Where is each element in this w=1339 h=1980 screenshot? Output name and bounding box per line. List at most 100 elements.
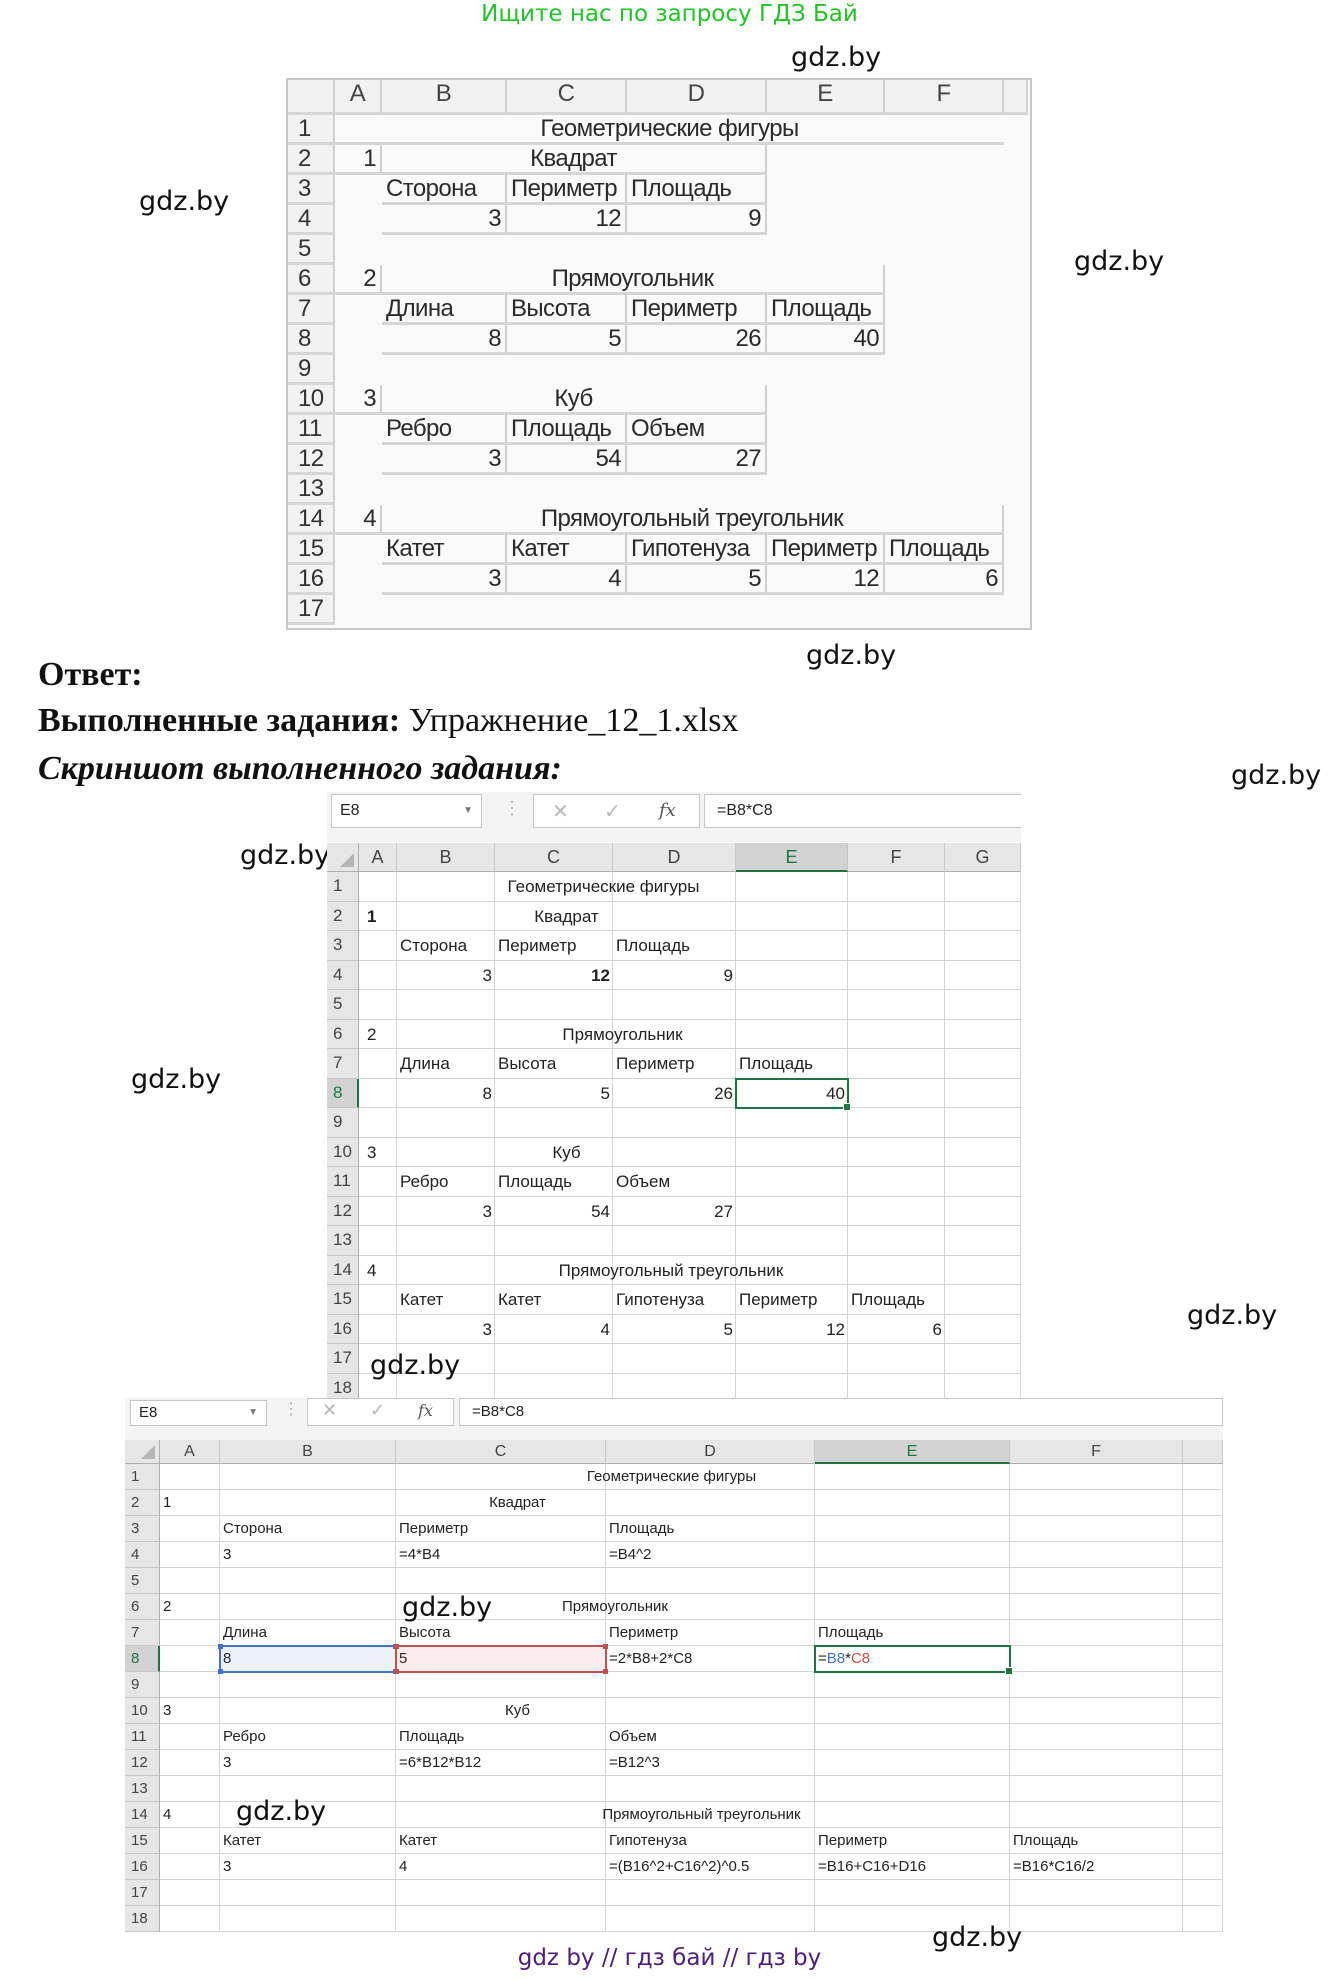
grid-cell[interactable] (359, 931, 397, 961)
cell-c15[interactable]: Катет (498, 1290, 542, 1309)
col-header-c[interactable]: C (495, 843, 613, 872)
grid-cell[interactable] (359, 1078, 397, 1108)
cell-rect[interactable]: Прямоугольник (561, 1598, 668, 1615)
grid-cell[interactable] (815, 1880, 1010, 1906)
row-header[interactable]: 3 (125, 1516, 160, 1542)
insert-function-icon[interactable]: fx (418, 1401, 433, 1420)
grid-cell[interactable] (1183, 1490, 1223, 1516)
grid-cell[interactable] (815, 1464, 1010, 1490)
row-header[interactable]: 5 (125, 1568, 160, 1594)
grid-cell[interactable] (495, 1019, 613, 1049)
cell-b15[interactable]: Катет (400, 1290, 444, 1309)
grid-cell[interactable] (606, 1724, 815, 1750)
grid-cell[interactable] (815, 1750, 1010, 1776)
grid-cell[interactable] (606, 1802, 815, 1828)
drag-handle-icon[interactable]: ⋮ (503, 798, 521, 818)
grid-cell[interactable] (359, 1255, 397, 1285)
cell-c3[interactable]: Периметр (498, 936, 577, 955)
grid-cell[interactable] (1183, 1724, 1223, 1750)
chevron-down-icon[interactable]: ▼ (248, 1407, 258, 1418)
grid-cell[interactable] (397, 1108, 495, 1138)
grid-cell[interactable] (613, 931, 736, 961)
col-header-g[interactable]: G (945, 843, 1021, 872)
grid-cell[interactable] (160, 1880, 220, 1906)
cell-d12[interactable]: 27 (714, 1201, 733, 1221)
grid-cell[interactable] (606, 1828, 815, 1854)
grid-cell[interactable] (220, 1776, 396, 1802)
row-header[interactable]: 5 (327, 990, 359, 1020)
grid-cell[interactable] (220, 1568, 396, 1594)
grid-cell[interactable] (220, 1542, 396, 1568)
cell-a10[interactable]: 3 (367, 1142, 377, 1162)
grid-cell[interactable] (1010, 1698, 1183, 1724)
cell-b8[interactable]: 8 (482, 1083, 492, 1103)
col-header-f[interactable]: F (848, 843, 945, 872)
cell-e16[interactable]: 12 (826, 1319, 845, 1339)
grid-cell[interactable] (815, 1646, 1010, 1672)
grid-cell[interactable] (1010, 1828, 1183, 1854)
select-all-corner[interactable] (327, 843, 359, 872)
row-header[interactable]: 4 (125, 1542, 160, 1568)
grid-cell[interactable] (397, 872, 495, 902)
grid-cell[interactable] (495, 1078, 613, 1108)
grid-cell[interactable] (1183, 1880, 1223, 1906)
grid-cell[interactable] (848, 1078, 945, 1108)
grid-cell[interactable] (815, 1594, 1010, 1620)
grid-cell[interactable] (613, 1344, 736, 1374)
row-header[interactable]: 13 (125, 1776, 160, 1802)
cell-d11[interactable]: Объем (616, 1172, 671, 1191)
grid-cell[interactable] (220, 1724, 396, 1750)
cell-b11[interactable]: Ребро (400, 1172, 449, 1191)
select-all-corner[interactable] (125, 1440, 160, 1464)
cell-f16[interactable]: 6 (932, 1319, 942, 1339)
grid-cell[interactable] (736, 1226, 848, 1256)
grid-cell[interactable] (397, 1137, 495, 1167)
grid-cell[interactable] (396, 1880, 606, 1906)
grid-cell[interactable] (736, 1108, 848, 1138)
row-header[interactable]: 6 (125, 1594, 160, 1620)
row-header[interactable]: 3 (327, 931, 359, 961)
row-header[interactable]: 7 (125, 1620, 160, 1646)
grid-cell[interactable] (396, 1464, 606, 1490)
grid-cell[interactable] (848, 901, 945, 931)
grid-cell[interactable] (359, 1019, 397, 1049)
cell-b15[interactable]: Катет (223, 1832, 262, 1849)
grid-cell[interactable] (1010, 1880, 1183, 1906)
grid-cell[interactable] (1183, 1672, 1223, 1698)
grid-cell[interactable] (945, 1196, 1021, 1226)
grid-cell[interactable] (495, 872, 613, 902)
row-header[interactable]: 17 (125, 1880, 160, 1906)
grid-cell[interactable] (160, 1516, 220, 1542)
grid-cell[interactable] (1010, 1906, 1183, 1932)
grid-cell[interactable] (1183, 1568, 1223, 1594)
grid-cell[interactable] (736, 901, 848, 931)
grid-cell[interactable] (396, 1854, 606, 1880)
row-header[interactable]: 10 (125, 1698, 160, 1724)
grid-cell[interactable] (1010, 1802, 1183, 1828)
grid-cell[interactable] (1010, 1724, 1183, 1750)
col-header-f[interactable]: F (1010, 1440, 1183, 1464)
grid-cell[interactable] (220, 1828, 396, 1854)
grid-cell[interactable] (613, 1049, 736, 1079)
cell-d16[interactable]: =(B16^2+C16^2)^0.5 (609, 1858, 750, 1875)
row-header[interactable]: 11 (125, 1724, 160, 1750)
grid-cell[interactable] (606, 1542, 815, 1568)
cell-b12[interactable]: 3 (482, 1201, 492, 1221)
confirm-icon[interactable]: ✓ (604, 801, 621, 823)
grid-cell[interactable] (1010, 1646, 1183, 1672)
grid-cell[interactable] (606, 1880, 815, 1906)
grid-cell[interactable] (613, 1196, 736, 1226)
col-header-d[interactable]: D (606, 1440, 815, 1464)
name-box[interactable]: E8 ▼ (331, 794, 482, 828)
grid-cell[interactable] (495, 1255, 613, 1285)
grid-cell[interactable] (613, 1019, 736, 1049)
cell-c8[interactable]: 5 (600, 1083, 610, 1103)
cell-tri[interactable]: Прямоугольный треугольник (558, 1260, 784, 1280)
cell-c16[interactable]: 4 (399, 1858, 408, 1875)
grid-cell[interactable] (495, 1108, 613, 1138)
grid-cell[interactable] (1183, 1698, 1223, 1724)
grid-cell[interactable] (359, 1226, 397, 1256)
grid-cell[interactable] (815, 1490, 1010, 1516)
grid-cell[interactable] (396, 1828, 606, 1854)
cell-a14[interactable]: 4 (163, 1806, 172, 1823)
